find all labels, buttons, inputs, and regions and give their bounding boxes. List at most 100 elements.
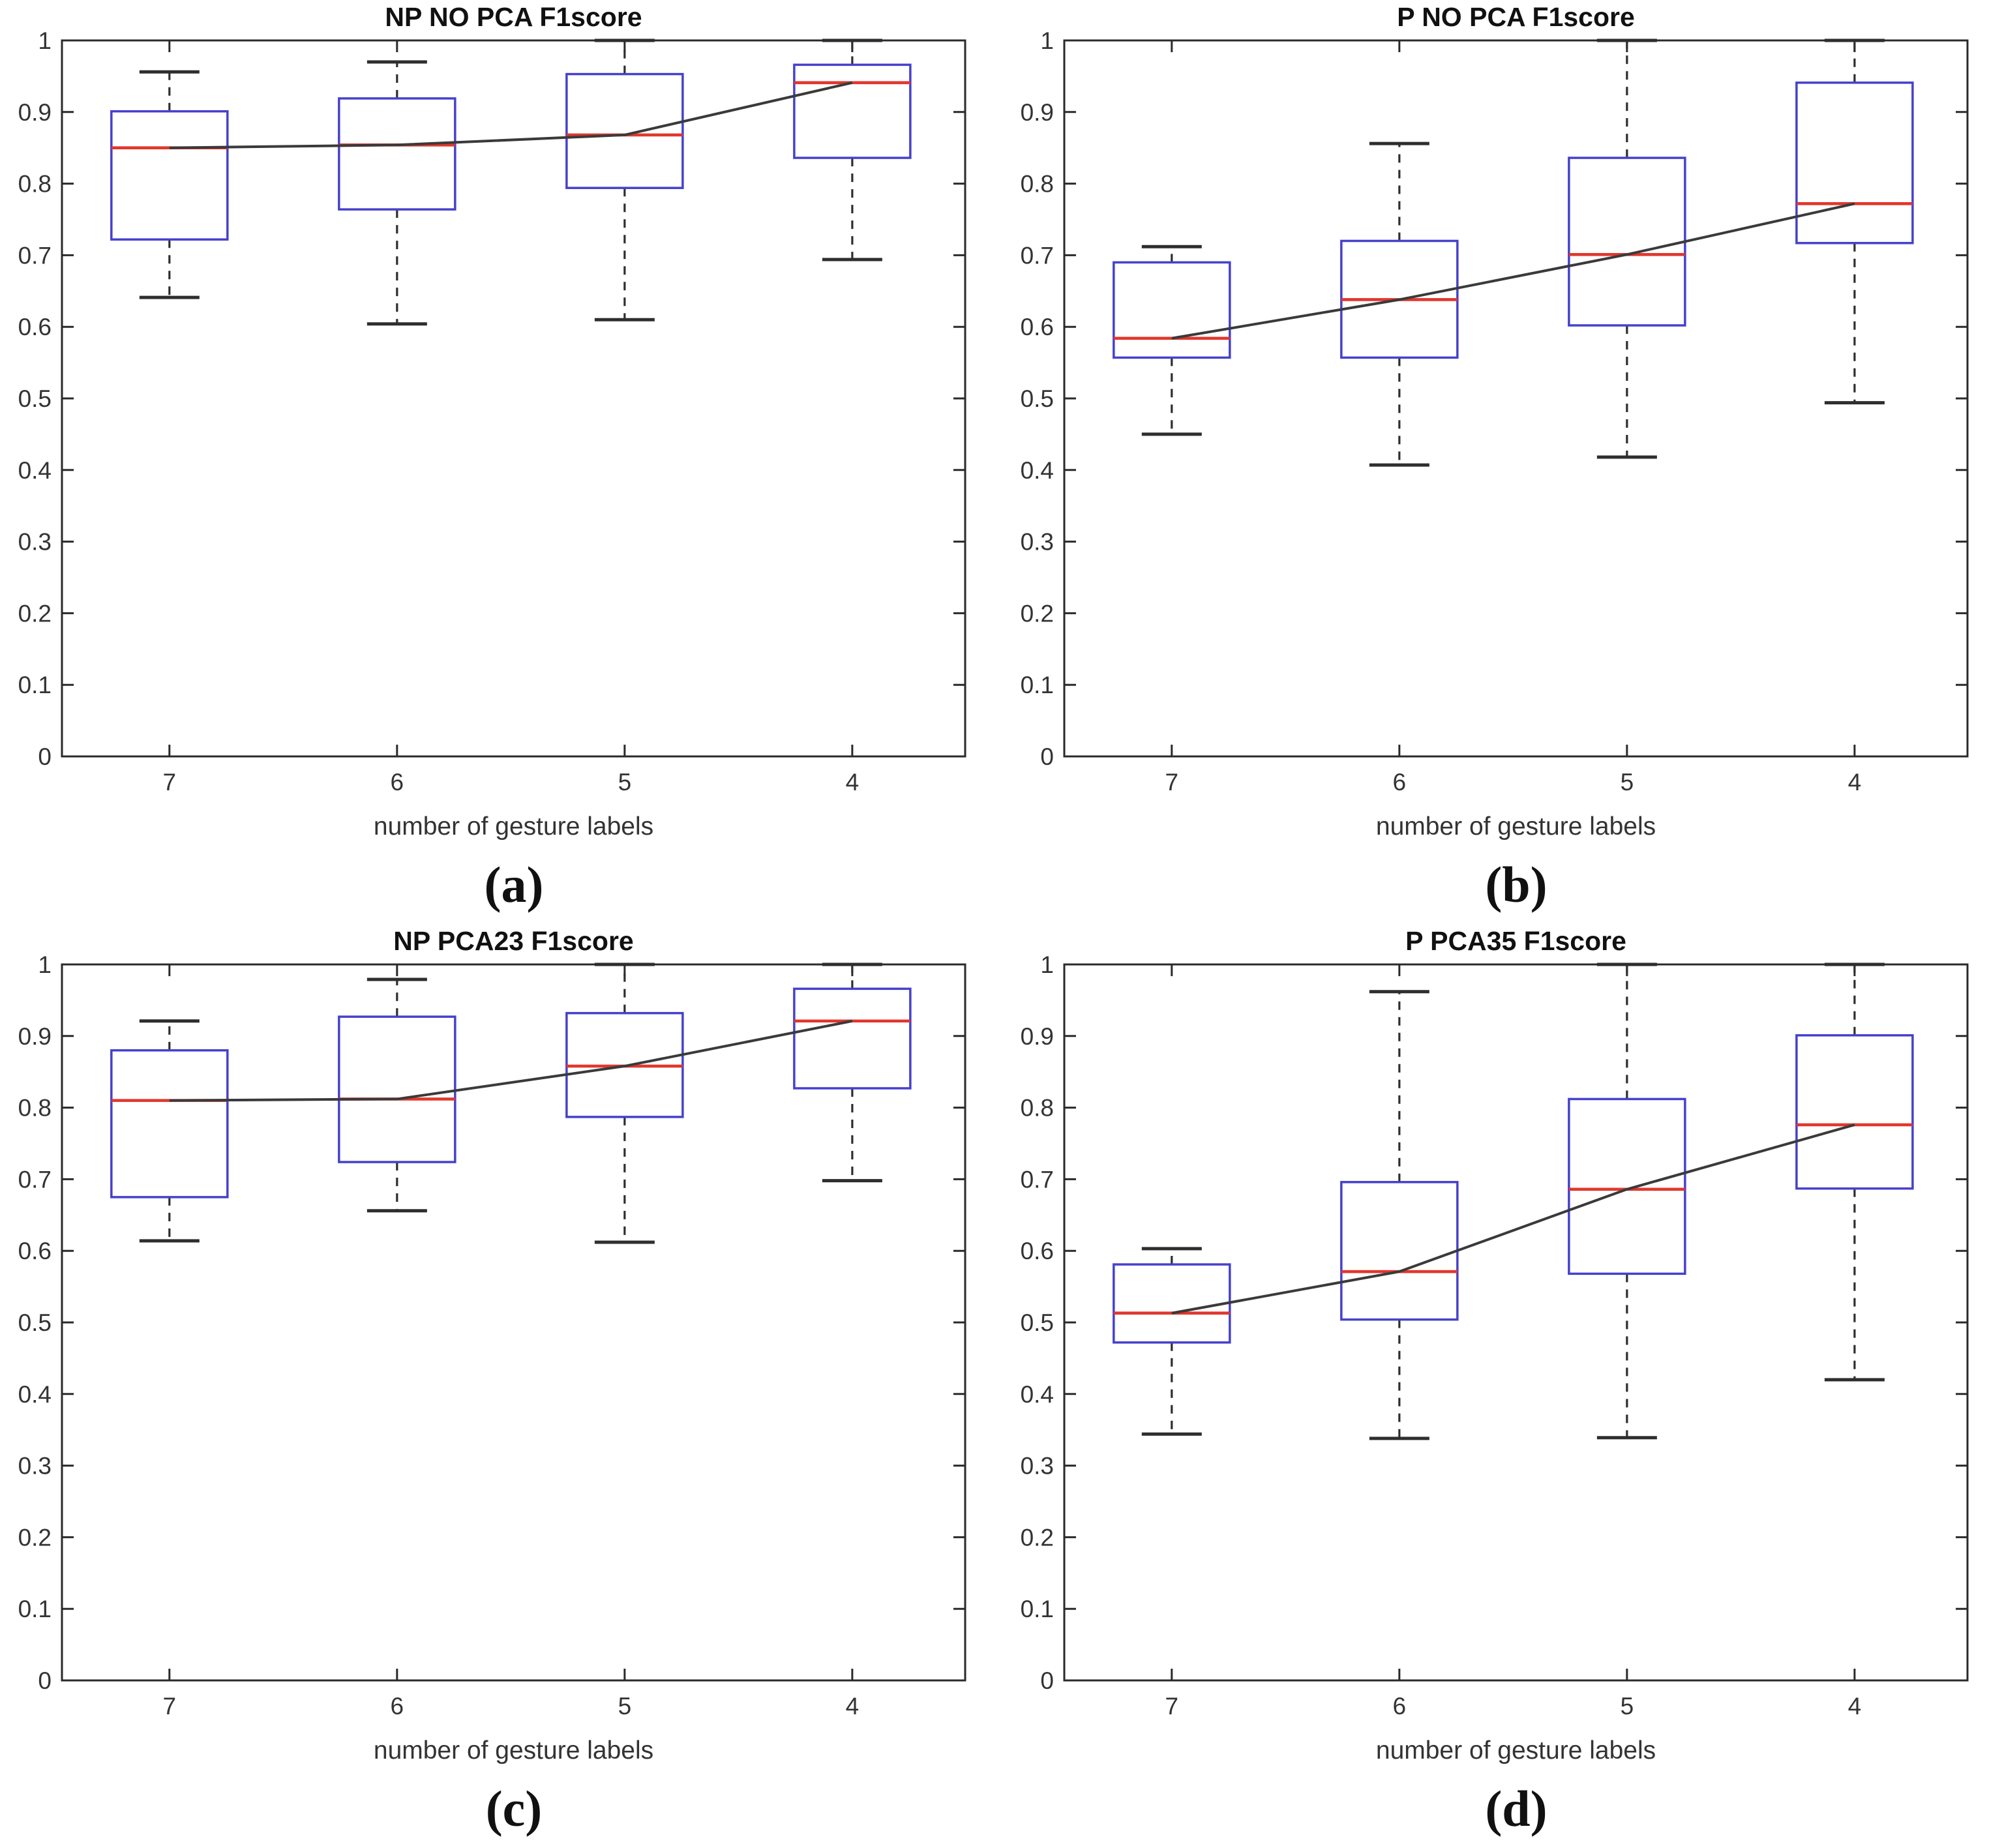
x-tick-label: 6: [1393, 769, 1407, 796]
box-rect: [1568, 1097, 1686, 1275]
box-rect: [338, 97, 456, 211]
y-tick-label: 0.9: [1021, 99, 1054, 126]
chart-title: P PCA35 F1score: [1405, 926, 1626, 956]
y-tick-label: 0.3: [18, 1453, 52, 1480]
chart-title: NP PCA23 F1score: [393, 926, 633, 956]
box-group-5: [565, 38, 684, 321]
y-tick-label: 0.1: [1021, 1596, 1054, 1622]
y-tick-label: 0.3: [1021, 529, 1054, 556]
subplot-c: 0 0.1 0.2 0.3 0.4 0.5 0.6 0.7 0.8 0.9 1 7 6 5 4 NP PCA2…: [0, 924, 1002, 1848]
x-axis-label: number of gesture labels: [374, 812, 653, 841]
y-tick-label: 0.2: [1021, 1524, 1054, 1551]
x-tick-label: 7: [163, 1693, 177, 1720]
subplot-d-caption: (d): [1485, 1780, 1548, 1837]
box-group-5: [1568, 962, 1686, 1440]
x-tick-label: 5: [618, 1693, 632, 1720]
box-rect: [1568, 156, 1686, 327]
x-axis-label: number of gesture labels: [1376, 1736, 1656, 1765]
x-tick-label: 6: [391, 1693, 404, 1720]
y-axis-ticks: 0 0.1 0.2 0.3 0.4 0.5 0.6 0.7 0.8 0.9 1: [18, 951, 965, 1694]
y-tick-label: 0.2: [1021, 600, 1054, 627]
box-rect: [338, 1015, 456, 1163]
x-tick-label: 6: [391, 769, 404, 796]
box-group-6: [1340, 990, 1459, 1440]
box-rect: [1795, 1034, 1914, 1190]
chart-title: P NO PCA F1score: [1397, 2, 1635, 32]
subplot-b-chart: 0 0.1 0.2 0.3 0.4 0.5 0.6 0.7 0.8 0.9 1 7 6 5 4 P NO PC…: [1021, 2, 1969, 841]
y-tick-label: 0.3: [18, 529, 52, 556]
box-group-7: [110, 70, 229, 299]
y-tick-label: 0.5: [1021, 1309, 1054, 1336]
median-trend-line: [1171, 202, 1855, 340]
y-tick-label: 1: [1040, 27, 1054, 54]
y-tick-label: 0.7: [1021, 1166, 1054, 1193]
x-tick-label: 5: [618, 769, 632, 796]
subplot-d: 0 0.1 0.2 0.3 0.4 0.5 0.6 0.7 0.8 0.9 1 7 6 5 4 P PCA35…: [1002, 924, 2004, 1848]
x-tick-label: 7: [1165, 769, 1179, 796]
y-tick-label: 0.6: [1021, 314, 1054, 340]
y-tick-label: 0: [1040, 743, 1054, 770]
subplot-c-chart: 0 0.1 0.2 0.3 0.4 0.5 0.6 0.7 0.8 0.9 1 7 6 5 4 NP PCA2…: [18, 926, 966, 1765]
subplot-c-caption: (c): [485, 1780, 543, 1837]
x-axis-ticks: 7 6 5 4: [163, 964, 860, 1720]
box-rect: [1113, 261, 1231, 359]
y-tick-label: 0.3: [1021, 1453, 1054, 1480]
median-trend-line: [169, 1019, 853, 1102]
box-rect: [1340, 1181, 1459, 1321]
x-tick-label: 7: [1165, 1693, 1179, 1720]
box-group-6: [338, 977, 456, 1213]
box-group-6: [338, 60, 456, 326]
y-tick-label: 0.8: [18, 1095, 52, 1122]
y-tick-label: 0.4: [1021, 1381, 1054, 1408]
median-trend-line: [1171, 1124, 1855, 1315]
box-group-4: [793, 962, 912, 1183]
subplot-b: 0 0.1 0.2 0.3 0.4 0.5 0.6 0.7 0.8 0.9 1 7 6 5 4 P NO PC…: [1002, 0, 2004, 924]
y-axis-ticks: 0 0.1 0.2 0.3 0.4 0.5 0.6 0.7 0.8 0.9 1: [18, 27, 965, 770]
y-tick-label: 0.7: [18, 242, 52, 269]
x-tick-label: 5: [1621, 1693, 1634, 1720]
y-tick-label: 0.5: [1021, 385, 1054, 412]
y-tick-label: 1: [38, 27, 52, 54]
y-tick-label: 0.8: [1021, 171, 1054, 198]
y-tick-label: 0.2: [18, 600, 52, 627]
y-tick-label: 0.4: [18, 1381, 52, 1408]
subplot-a-chart: 0 0.1 0.2 0.3 0.4 0.5 0.6 0.7 0.8 0.9 1 7 6 5 4 NP NO P…: [18, 2, 966, 841]
subplot-d-chart: 0 0.1 0.2 0.3 0.4 0.5 0.6 0.7 0.8 0.9 1 7 6 5 4 P PCA35…: [1021, 926, 1969, 1765]
y-tick-label: 0.6: [18, 314, 52, 340]
chart-title: NP NO PCA F1score: [385, 2, 642, 32]
x-tick-label: 6: [1393, 1693, 1407, 1720]
box-rect: [1113, 1263, 1231, 1344]
y-tick-label: 0: [38, 1667, 52, 1694]
y-tick-label: 1: [38, 951, 52, 978]
x-axis-ticks: 7 6 5 4: [1165, 40, 1861, 796]
x-tick-label: 5: [1621, 769, 1634, 796]
y-tick-label: 0.6: [18, 1238, 52, 1264]
y-tick-label: 0.1: [18, 1596, 52, 1622]
subplot-a: 0 0.1 0.2 0.3 0.4 0.5 0.6 0.7 0.8 0.9 1 7 6 5 4 NP NO P…: [0, 0, 1002, 924]
y-tick-label: 0.8: [18, 171, 52, 198]
y-tick-label: 0.9: [1021, 1023, 1054, 1050]
y-tick-label: 0.9: [18, 99, 52, 126]
box-group-5: [565, 962, 684, 1244]
box-group-6: [1340, 142, 1459, 467]
box-rect: [793, 63, 912, 159]
y-tick-label: 0: [1040, 1667, 1054, 1694]
y-tick-label: 0.7: [1021, 242, 1054, 269]
subplot-b-caption: (b): [1485, 856, 1548, 913]
y-tick-label: 0.7: [18, 1166, 52, 1193]
box-group-5: [1568, 38, 1686, 459]
box-rect: [565, 72, 684, 189]
box-rect: [793, 987, 912, 1090]
y-tick-label: 0.9: [18, 1023, 52, 1050]
box-group-4: [1795, 962, 1914, 1382]
median-trend-line: [169, 81, 853, 149]
subplot-a-caption: (a): [484, 856, 544, 913]
x-tick-label: 7: [163, 769, 177, 796]
box-rect: [110, 1049, 229, 1199]
y-axis-ticks: 0 0.1 0.2 0.3 0.4 0.5 0.6 0.7 0.8 0.9 1: [1021, 27, 1967, 770]
x-tick-label: 4: [846, 1693, 860, 1720]
box-rect: [110, 110, 229, 241]
box-group-7: [110, 1019, 229, 1243]
box-rect: [1795, 82, 1914, 245]
